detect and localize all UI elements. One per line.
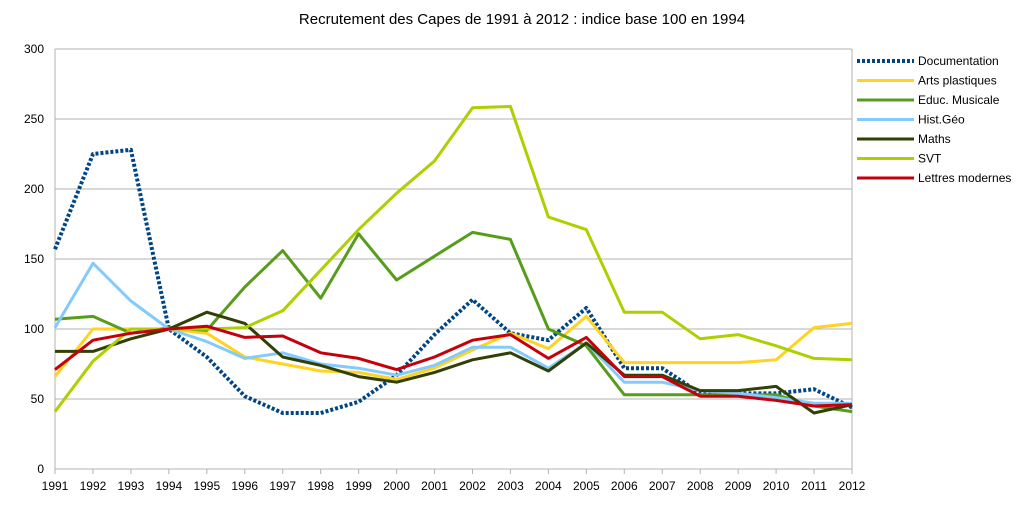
x-tick-label: 2009 (725, 479, 752, 493)
chart-title: Recrutement des Capes de 1991 à 2012 : i… (299, 11, 745, 28)
y-tick-label: 150 (24, 252, 44, 266)
legend-label: Maths (918, 132, 951, 146)
x-tick-label: 2003 (497, 479, 524, 493)
legend: Documentation Arts plastiques Educ. Musica… (857, 54, 1011, 185)
series-line-arts-plastiques (53, 314, 853, 381)
x-tick-label: 2005 (573, 479, 600, 493)
y-tick-label: 100 (24, 322, 44, 336)
x-axis-ticks: 1991 1992 1993 1994 1995 1996 1997 1998 1999 2000… (42, 469, 866, 493)
y-tick-label: 0 (37, 462, 44, 476)
legend-label: Hist.Géo (918, 113, 965, 127)
x-tick-label: 2000 (383, 479, 410, 493)
x-tick-label: 2006 (611, 479, 638, 493)
x-tick-label: 2007 (649, 479, 676, 493)
legend-label: Educ. Musicale (918, 93, 1000, 107)
x-tick-label: 1995 (193, 479, 220, 493)
x-tick-label: 1999 (345, 479, 372, 493)
x-tick-label: 1998 (307, 479, 334, 493)
x-tick-label: 2001 (421, 479, 448, 493)
legend-label: Lettres modernes (918, 171, 1011, 185)
x-tick-label: 1996 (231, 479, 258, 493)
y-tick-label: 200 (24, 182, 44, 196)
legend-label: SVT (918, 152, 942, 166)
x-tick-label: 1997 (269, 479, 296, 493)
legend-label: Arts plastiques (918, 74, 997, 88)
x-tick-label: 2008 (687, 479, 714, 493)
x-tick-label: 1991 (42, 479, 69, 493)
x-tick-label: 2012 (839, 479, 866, 493)
legend-label: Documentation (918, 54, 999, 68)
series-line-maths (55, 310, 853, 415)
y-axis-ticks: 0 50 100 150 200 250 300 (24, 42, 44, 476)
x-tick-label: 2010 (763, 479, 790, 493)
x-tick-label: 2011 (801, 479, 827, 493)
y-tick-label: 50 (31, 392, 45, 406)
y-tick-label: 300 (24, 42, 44, 56)
series-lines (53, 104, 853, 415)
x-tick-label: 2002 (459, 479, 486, 493)
x-tick-label: 1994 (156, 479, 183, 493)
x-tick-label: 2004 (535, 479, 562, 493)
y-tick-label: 250 (24, 112, 44, 126)
series-line-lettres-modernes (54, 324, 853, 408)
x-tick-label: 1992 (80, 479, 107, 493)
gridlines (54, 48, 853, 470)
x-tick-label: 1993 (118, 479, 145, 493)
